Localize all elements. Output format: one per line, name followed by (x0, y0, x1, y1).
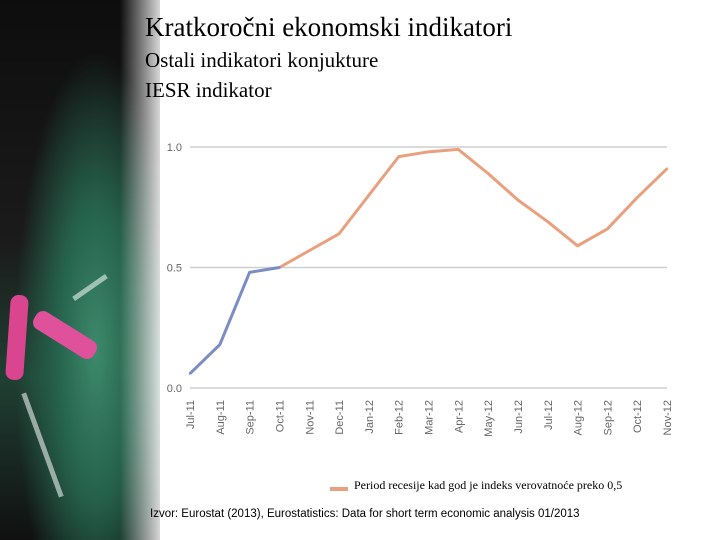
x-tick-label: Nov-11 (304, 400, 316, 435)
legend-label: Period recesije kad god je indeks verova… (354, 478, 623, 492)
series-line-segment-1 (278, 147, 669, 269)
x-tick-label: Jul-12 (543, 400, 555, 430)
x-tick-label: Jun-12 (513, 400, 525, 434)
page-title: Kratkoročni ekonomski indikatori (145, 12, 513, 42)
data-point (427, 150, 430, 154)
chalk-stick-pink-2 (30, 307, 100, 363)
data-point (457, 148, 460, 151)
data-point (635, 196, 639, 199)
chalkboard-fade (120, 0, 180, 540)
data-point (665, 167, 669, 170)
data-point (367, 194, 371, 197)
chart-heading: IESR indikator (145, 78, 272, 102)
x-tick-label: May-12 (483, 400, 495, 437)
data-point (218, 343, 222, 346)
line-chart: 0.0 0.5 1.0 Jul-11 Aug-11 Sep-11 Oct-11 Nov-11… (167, 142, 674, 437)
x-tick-label: Oct-12 (632, 400, 644, 433)
x-tick-label: Sep-11 (245, 400, 257, 435)
data-point (486, 172, 490, 175)
chart-legend: Period recesije kad god je indeks verova… (330, 478, 622, 493)
series-line-segment-0 (188, 266, 280, 375)
data-point (546, 220, 549, 223)
data-point (278, 266, 281, 269)
x-tick-label: Sep-12 (602, 400, 614, 435)
chalk-mark (72, 273, 108, 302)
x-tick-label: Feb-12 (394, 400, 406, 435)
legend-swatch (330, 486, 348, 491)
x-tick-label: Aug-12 (573, 400, 585, 435)
x-tick-label: Dec-11 (334, 400, 346, 435)
x-tick-label: Oct-11 (274, 400, 286, 432)
data-point (248, 271, 251, 274)
data-point (397, 155, 400, 158)
y-tick-label: 1.0 (167, 142, 182, 154)
data-point (188, 372, 192, 375)
data-point (606, 227, 609, 231)
source-note: Izvor: Eurostat (2013), Eurostatistics: … (150, 508, 580, 520)
data-point (516, 198, 520, 202)
x-tick-label: Nov-12 (662, 400, 674, 435)
x-tick-label: Aug-11 (215, 400, 227, 435)
data-point (308, 249, 311, 252)
y-tick-label: 0.0 (167, 383, 182, 395)
page-subtitle: Ostali indikatori konjukture (145, 48, 379, 72)
chalk-mark (21, 392, 64, 498)
x-tick-label: Jan-12 (364, 400, 376, 434)
x-tick-label: Jul-11 (185, 400, 197, 429)
data-point (337, 232, 341, 235)
y-tick-label: 0.5 (167, 263, 182, 275)
x-tick-label: Apr-12 (453, 400, 465, 433)
chalk-stick-pink (5, 294, 29, 381)
x-tick-label: Mar-12 (424, 400, 436, 435)
data-point (576, 244, 579, 248)
